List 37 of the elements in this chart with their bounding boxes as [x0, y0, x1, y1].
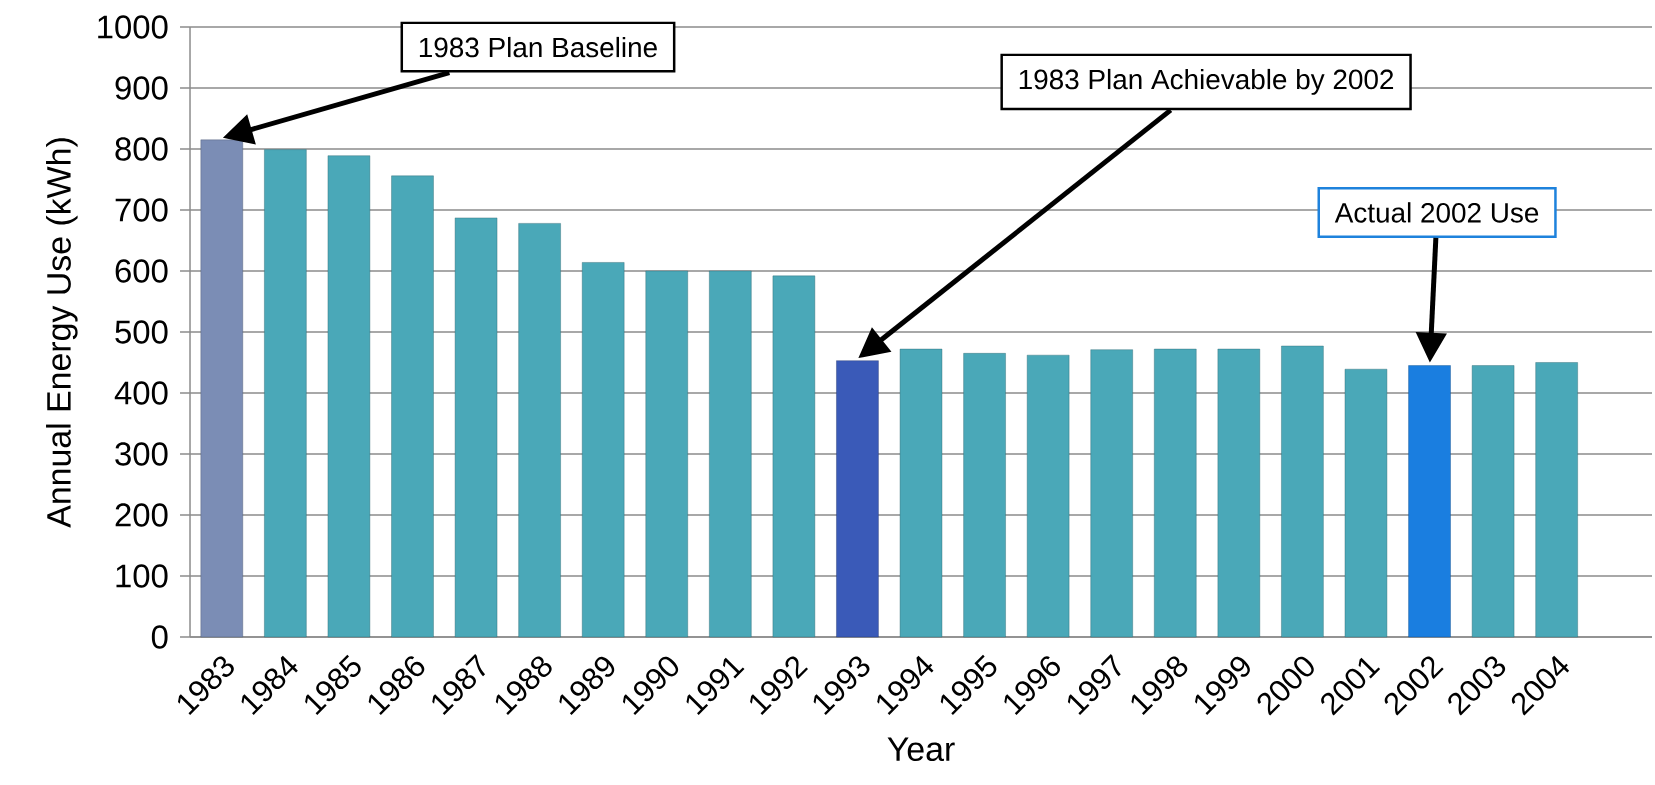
bar — [1471, 365, 1515, 638]
y-axis-title: Annual Energy Use (kWh) — [46, 138, 78, 528]
bar — [1090, 349, 1133, 638]
bar — [963, 353, 1006, 638]
bar — [1281, 345, 1324, 638]
annotation: Actual 2002 Use — [1334, 202, 1539, 223]
y-tick-label: 600 — [115, 259, 168, 283]
y-tick-label: 0 — [151, 625, 168, 649]
bar — [1344, 368, 1388, 638]
bar — [1026, 354, 1070, 638]
x-axis-title: Year — [887, 737, 955, 762]
bar — [772, 275, 816, 638]
y-tick-label: 800 — [115, 137, 168, 161]
y-tick-label: 400 — [114, 381, 168, 405]
y-tick-label: 100 — [116, 564, 168, 588]
bar — [645, 270, 688, 638]
y-tick-label: 700 — [115, 198, 168, 222]
bar — [1154, 348, 1197, 638]
bar — [899, 348, 943, 638]
y-tick-label: 300 — [115, 442, 168, 466]
y-tick-label: 500 — [115, 320, 168, 344]
bar — [391, 175, 434, 638]
y-tick-label: 200 — [115, 503, 168, 527]
bar — [709, 270, 752, 638]
annotation: 1983 Plan Achievable by 2002 — [1019, 68, 1394, 95]
bar — [264, 149, 307, 638]
bar — [582, 262, 625, 638]
bar — [327, 155, 371, 638]
bar — [518, 223, 561, 638]
bar — [1535, 362, 1578, 638]
bar — [836, 360, 879, 638]
bar — [1217, 348, 1261, 638]
annotation: 1983 Plan Baseline — [419, 36, 657, 58]
y-tick-label: 900 — [115, 76, 168, 100]
bar — [454, 217, 498, 638]
bar — [200, 139, 243, 638]
y-tick-label: 1000 — [98, 15, 168, 39]
